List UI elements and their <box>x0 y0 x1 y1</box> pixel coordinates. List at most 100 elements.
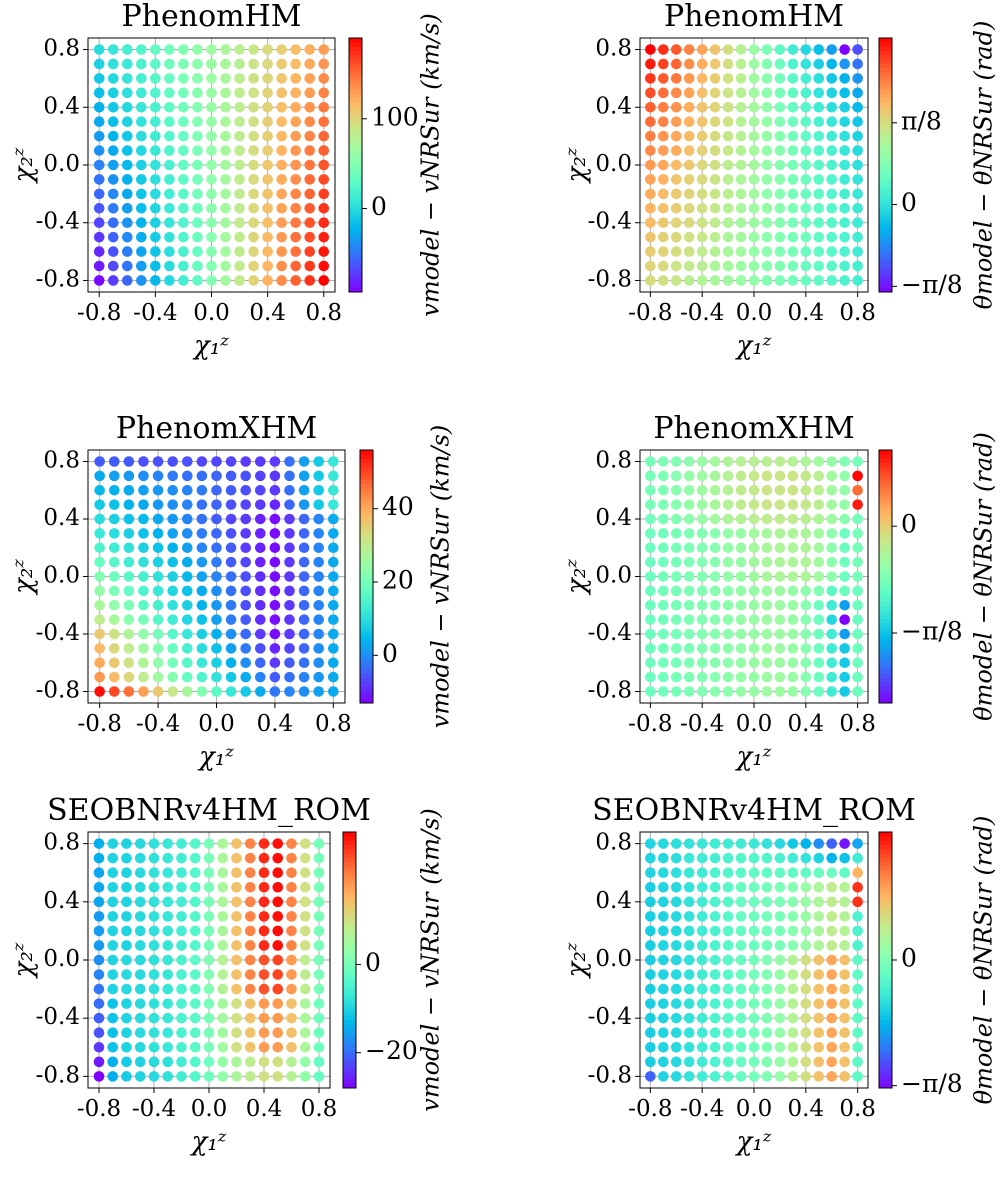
point <box>800 542 812 554</box>
colorbar-slice <box>879 160 892 166</box>
point <box>220 174 231 185</box>
point <box>178 202 189 214</box>
point <box>696 969 708 980</box>
point <box>318 101 330 113</box>
point <box>761 260 773 272</box>
colorbar-slice <box>349 139 362 145</box>
point <box>108 571 120 582</box>
point <box>761 911 773 922</box>
point <box>774 188 786 200</box>
point <box>852 542 863 554</box>
colorbar-slice <box>360 652 373 657</box>
point <box>683 1012 695 1024</box>
y-tick-label: 0.8 <box>595 36 632 62</box>
colorbar-slice <box>360 635 373 641</box>
point <box>761 513 773 525</box>
axes-frame <box>639 831 869 1089</box>
point <box>709 260 721 272</box>
colorbar-slice <box>343 1062 356 1067</box>
colorbar-slice <box>879 690 892 695</box>
point <box>774 671 786 683</box>
colorbar-slice <box>349 109 362 115</box>
point <box>206 217 217 229</box>
point <box>290 145 302 156</box>
point <box>683 275 695 286</box>
point <box>709 456 721 467</box>
point <box>244 925 256 937</box>
colorbar-slice <box>879 976 892 982</box>
point <box>121 130 133 142</box>
point <box>787 499 799 510</box>
point <box>121 188 133 200</box>
colorbar-slice <box>349 67 362 73</box>
colorbar-slice <box>879 534 892 539</box>
x-tick-label: 0.8 <box>839 300 876 326</box>
point <box>735 499 747 510</box>
point <box>107 983 119 995</box>
point <box>839 73 850 84</box>
point <box>313 969 325 980</box>
point <box>774 983 786 995</box>
point <box>262 58 273 70</box>
point <box>800 58 812 70</box>
point <box>813 925 825 937</box>
point <box>839 628 850 640</box>
point <box>284 657 295 669</box>
colorbar-slice <box>879 164 892 170</box>
point <box>255 556 266 568</box>
point <box>722 585 734 597</box>
point <box>670 881 682 893</box>
point <box>658 499 669 510</box>
point <box>178 231 189 243</box>
point <box>248 101 259 113</box>
colorbar-slice <box>343 998 356 1003</box>
point <box>813 159 825 171</box>
point <box>107 174 119 185</box>
point <box>211 585 222 597</box>
point <box>206 260 217 272</box>
point <box>839 614 850 625</box>
point <box>123 528 135 539</box>
point <box>852 940 863 951</box>
point <box>774 231 786 243</box>
colorbar-slice <box>879 951 892 957</box>
point <box>136 260 147 272</box>
point <box>658 513 669 525</box>
colorbar-frame <box>878 449 893 704</box>
colorbar-slice <box>879 912 892 918</box>
point <box>225 513 237 525</box>
point <box>225 470 237 482</box>
point <box>683 954 695 966</box>
point <box>645 130 656 142</box>
point <box>313 925 325 937</box>
colorbar-slice <box>360 508 373 514</box>
point <box>231 867 242 879</box>
point <box>94 643 105 654</box>
y-tick-label: -0.8 <box>36 1062 80 1088</box>
colorbar-slice <box>879 521 892 527</box>
point <box>839 1071 850 1082</box>
point <box>852 130 863 142</box>
colorbar-slice <box>879 198 892 204</box>
point <box>299 1071 311 1082</box>
point <box>178 44 189 55</box>
point <box>839 983 850 995</box>
point <box>813 571 825 582</box>
colorbar-slice <box>879 219 892 225</box>
point <box>93 1027 105 1039</box>
colorbar-slice <box>879 257 892 263</box>
colorbar-slice <box>879 639 892 645</box>
point <box>813 260 825 272</box>
point <box>722 528 734 539</box>
colorbar-slice <box>879 656 892 662</box>
point <box>107 1041 119 1053</box>
colorbar-slice <box>879 887 892 893</box>
point <box>290 246 302 257</box>
y-tick-label: 0.8 <box>595 448 632 474</box>
point <box>787 983 799 995</box>
point <box>748 867 760 879</box>
colorbar-slice <box>349 207 362 212</box>
colorbar-tick-label: 0 <box>901 188 917 217</box>
point <box>645 1027 656 1039</box>
point <box>839 954 850 966</box>
